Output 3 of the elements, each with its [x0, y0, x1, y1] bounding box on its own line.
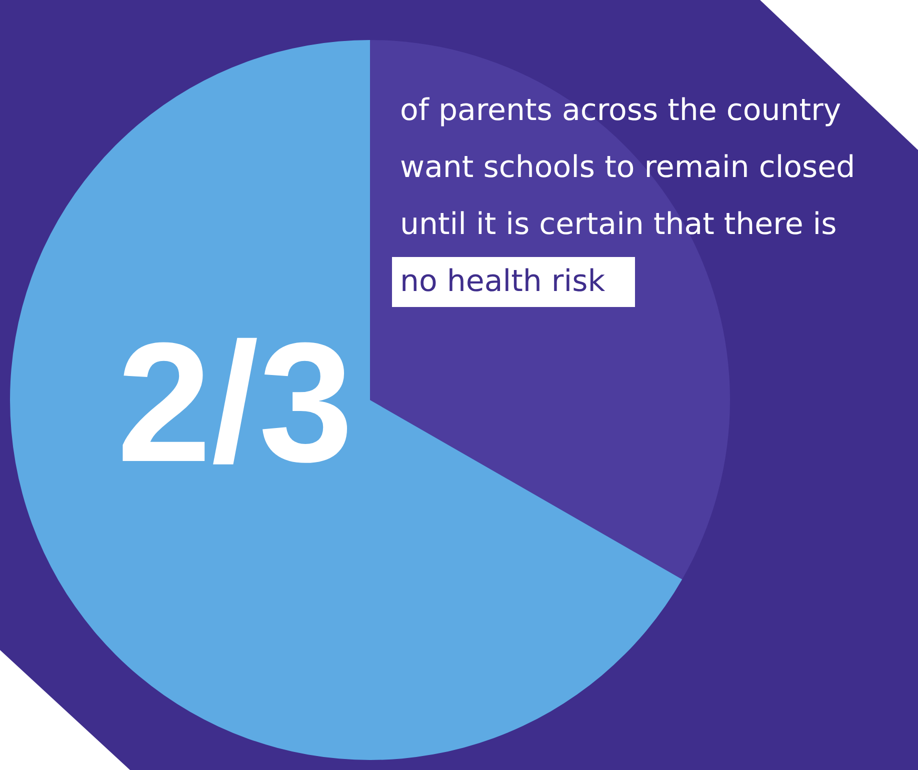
text: of parents across the country want schools to remain closed until it is certain that there is: [400, 93, 856, 242]
text: 2/3: [116, 308, 354, 498]
text: no health risk: [392, 257, 636, 307]
